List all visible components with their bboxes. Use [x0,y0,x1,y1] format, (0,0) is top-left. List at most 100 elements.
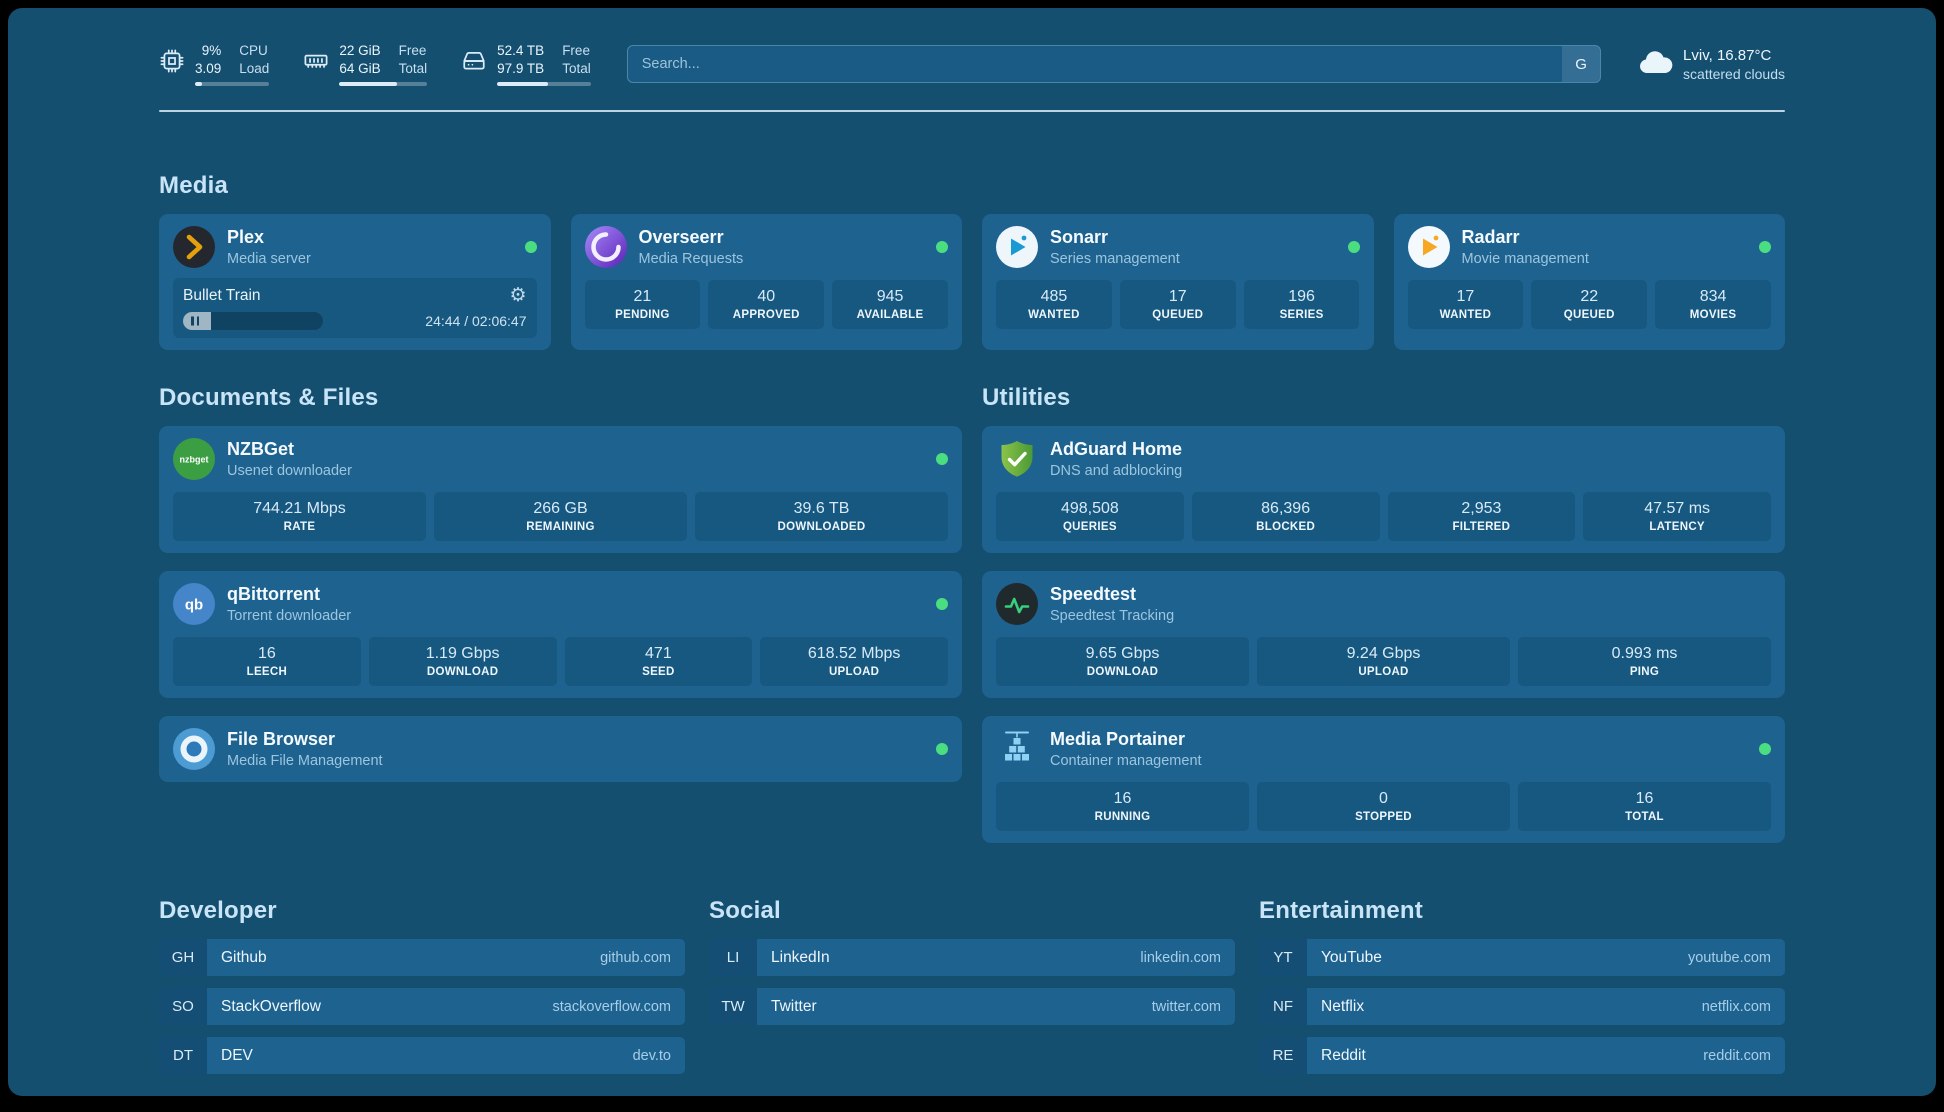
stat-tile: 86,396 BLOCKED [1191,492,1380,541]
bookmark-heading-entertainment: Entertainment [1259,897,1423,924]
status-dot [936,453,948,465]
bookmark-abbr: SO [159,988,207,1025]
bookmark-heading-developer: Developer [159,897,277,924]
plex-icon [173,226,215,268]
cpu-load-value: 3.09 [195,61,222,76]
radarr-icon [1407,226,1450,268]
service-card-filebrowser[interactable]: File Browser Media File Management [159,716,962,782]
bookmark-twitter[interactable]: TW Twitter twitter.com [709,988,1235,1025]
search-input[interactable] [627,46,1563,82]
bookmark-name: Reddit [1321,1046,1366,1064]
stat-tile: 22 QUEUED [1531,280,1648,329]
bookmark-abbr: LI [709,939,757,976]
bookmark-abbr: YT [1259,939,1307,976]
service-subtitle: Movie management [1461,250,1589,267]
bookmark-name: Github [221,948,267,966]
bookmark-domain: stackoverflow.com [552,998,671,1015]
disk-widget: 52.4 TB Free 97.9 TB Total [461,42,591,86]
qbittorrent-icon: qb [173,583,215,625]
service-card-sonarr[interactable]: Sonarr Series management 485 WANTED 17 Q… [982,214,1374,350]
disk-icon [461,48,487,74]
stat-tile: 9.65 Gbps DOWNLOAD [996,637,1249,686]
resource-widgets: 9% CPU 3.09 Load [159,42,591,86]
bookmark-name: Twitter [771,997,817,1015]
cpu-usage-label: CPU [239,43,268,58]
service-title: File Browser [227,729,336,750]
bookmark-linkedin[interactable]: LI LinkedIn linkedin.com [709,939,1235,976]
search-provider-button[interactable]: G [1562,46,1601,82]
section-heading-documents: Documents & Files [159,384,379,411]
service-subtitle: Container management [1050,752,1202,769]
service-title: Media Portainer [1050,729,1186,750]
bookmark-domain: reddit.com [1703,1047,1771,1064]
service-card-speedtest[interactable]: Speedtest Speedtest Tracking 9.65 Gbps D… [982,571,1785,698]
disk-progress-bar [497,82,591,86]
service-card-plex[interactable]: Plex Media server Bullet Train ⚙ [159,214,551,350]
service-card-radarr[interactable]: Radarr Movie management 17 WANTED 22 QUE… [1393,214,1785,350]
topbar: 9% CPU 3.09 Load [159,8,1785,86]
bookmark-abbr: TW [709,988,757,1025]
service-title: Sonarr [1050,227,1109,248]
bookmark-domain: youtube.com [1687,949,1771,966]
sonarr-icon [996,226,1038,268]
service-card-nzbget[interactable]: nzbget NZBGet Usenet downloader 744.21 M… [159,426,962,553]
disk-free-label: Free [562,43,590,58]
bookmark-stackoverflow[interactable]: SO StackOverflow stackoverflow.com [159,988,685,1025]
service-subtitle: Usenet downloader [227,462,352,479]
service-card-overseerr[interactable]: Overseerr Media Requests 21 PENDING 40 A… [570,214,962,350]
stat-tile: 17 QUEUED [1119,280,1236,329]
service-card-qbittorrent[interactable]: qb qBittorrent Torrent downloader 16 LEE… [159,571,962,698]
weather-condition: scattered clouds [1683,65,1785,82]
service-subtitle: DNS and adblocking [1050,462,1183,479]
disk-total-value: 97.9 TB [497,61,545,76]
stat-tile: 16 TOTAL [1518,782,1771,831]
service-subtitle: Media server [227,250,311,267]
status-dot [1759,241,1771,253]
service-title: qBittorrent [227,584,320,605]
stat-tile: 17 WANTED [1407,280,1524,329]
service-card-adguard[interactable]: AdGuard Home DNS and adblocking 498,508 … [982,426,1785,553]
bookmark-name: StackOverflow [221,997,321,1015]
memory-progress-bar [339,82,428,86]
now-playing: Bullet Train ⚙ 24:44 / 02:06:47 [173,278,537,338]
filebrowser-icon [173,728,215,770]
bookmark-reddit[interactable]: RE Reddit reddit.com [1259,1037,1785,1074]
section-heading-utilities: Utilities [982,384,1071,411]
bookmark-github[interactable]: GH Github github.com [159,939,685,976]
section-utilities: Utilities AdGuard Home [982,384,1785,843]
bookmark-group-entertainment: Entertainment YT YouTube youtube.com NF … [1259,897,1785,1074]
bookmark-abbr: GH [159,939,207,976]
service-title: Overseerr [638,227,724,248]
svg-text:nzbget: nzbget [180,455,209,465]
bookmark-group-social: Social LI LinkedIn linkedin.com TW Twitt… [709,897,1235,1074]
service-title: Radarr [1461,227,1520,248]
stat-tile: 266 GB REMAINING [434,492,687,541]
weather-widget: Lviv, 16.87°C scattered clouds [1637,46,1785,82]
bookmark-youtube[interactable]: YT YouTube youtube.com [1259,939,1785,976]
service-subtitle: Torrent downloader [227,607,352,624]
dashboard-page: 9% CPU 3.09 Load [8,8,1936,1096]
bookmark-abbr: RE [1259,1037,1307,1074]
service-subtitle: Speedtest Tracking [1050,607,1175,624]
memory-icon [303,48,329,74]
weather-location-temp: Lviv, 16.87°C [1683,46,1772,64]
playback-progress-bar[interactable] [183,312,323,330]
stat-tile: 47.57 ms LATENCY [1583,492,1771,541]
pause-icon[interactable] [191,316,199,326]
adguard-icon [996,438,1038,480]
portainer-icon [996,728,1038,770]
status-dot [1759,743,1771,755]
settings-gear-icon[interactable]: ⚙ [509,284,527,306]
bookmark-domain: dev.to [632,1047,671,1064]
bookmark-dev[interactable]: DT DEV dev.to [159,1037,685,1074]
status-dot [936,743,948,755]
cpu-icon [159,48,185,74]
memory-widget: 22 GiB Free 64 GiB Total [303,42,428,86]
section-documents: Documents & Files nzbget NZBGet Usenet d… [159,384,962,843]
bookmark-netflix[interactable]: NF Netflix netflix.com [1259,988,1785,1025]
service-title: Plex [227,227,265,248]
cpu-widget: 9% CPU 3.09 Load [159,42,270,86]
bookmark-abbr: NF [1259,988,1307,1025]
memory-total-label: Total [398,61,428,76]
service-card-portainer[interactable]: Media Portainer Container management 16 … [982,716,1785,843]
